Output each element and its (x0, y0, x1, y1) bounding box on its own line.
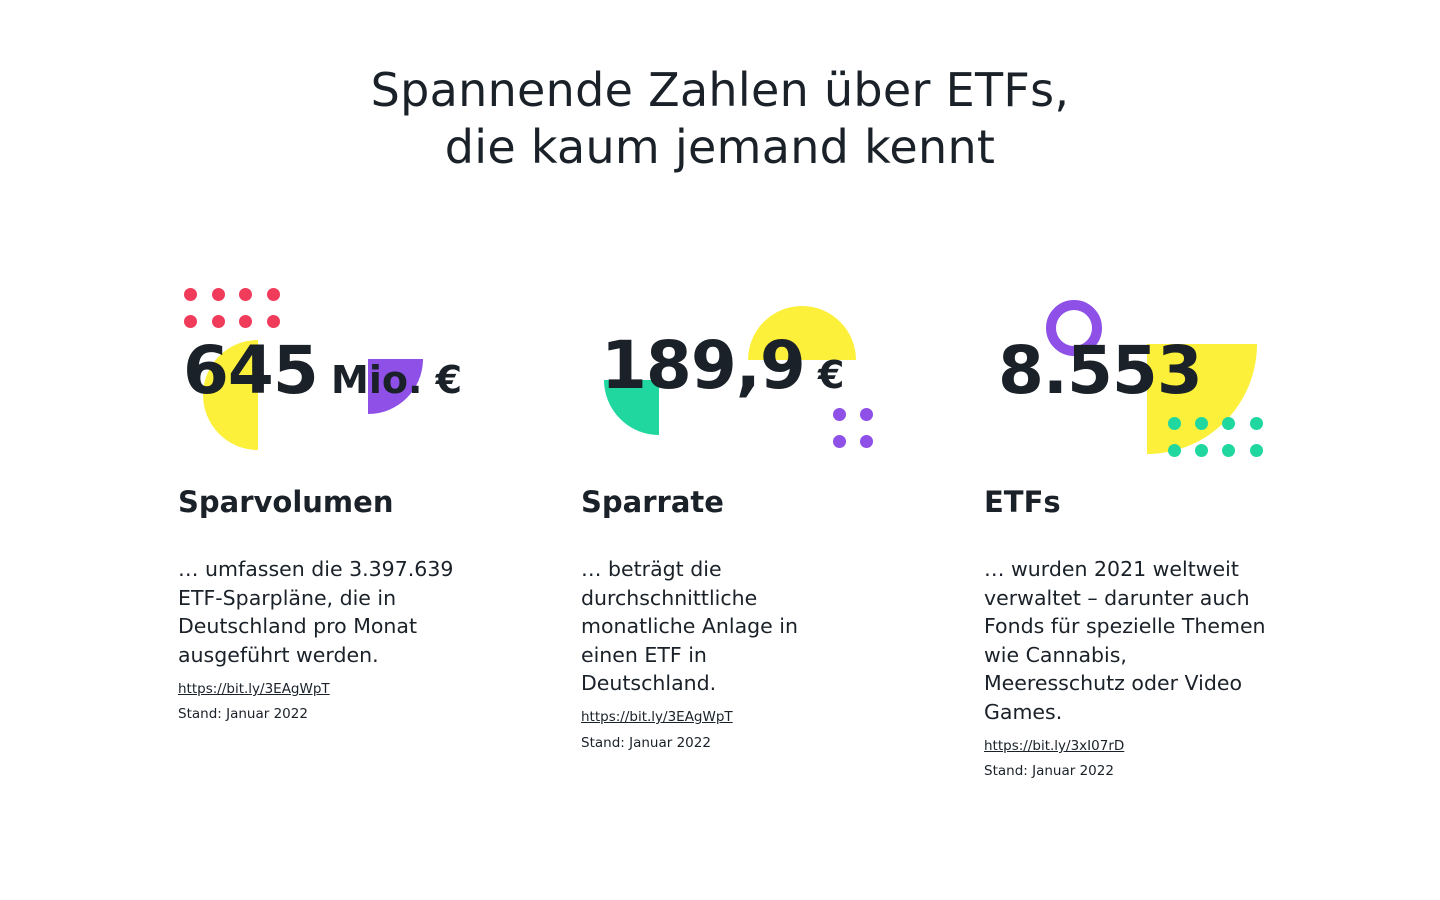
stat-label: ETFs (984, 485, 1061, 519)
stat-unit: Mio. € (317, 358, 463, 402)
stat-value: 8.553 (998, 332, 1203, 409)
stat-label: Sparvolumen (178, 485, 394, 519)
stat-number: 8.553 (998, 338, 1203, 413)
purple-ring-decoration (1046, 300, 1102, 356)
stat-description: … wurden 2021 weltweit verwaltet – darun… (984, 557, 1266, 724)
stat-value: 189,9 (601, 327, 806, 404)
source-link[interactable]: https://bit.ly/3EAgWpT (178, 681, 330, 697)
stand-date: Stand: Januar 2022 (178, 706, 308, 722)
stand-date: Stand: Januar 2022 (984, 763, 1114, 779)
stat-value: 645 (183, 332, 319, 409)
source-link[interactable]: https://bit.ly/3xI07rD (984, 738, 1125, 754)
title-line-2: die kaum jemand kennt (444, 120, 996, 174)
stat-description: … beträgt die durchschnittliche monatlic… (581, 557, 798, 696)
stat-unit: € (804, 353, 845, 397)
stat-description: … umfassen die 3.397.639 ETF-Sparpläne, … (178, 557, 454, 667)
title-line-1: Spannende Zahlen über ETFs, (370, 63, 1070, 117)
source-link[interactable]: https://bit.ly/3EAgWpT (581, 709, 733, 725)
stat-label: Sparrate (581, 485, 724, 519)
stat-number: 189,9 € (601, 333, 844, 408)
stand-date: Stand: Januar 2022 (581, 735, 711, 751)
stat-number: 645 Mio. € (183, 338, 462, 413)
page-title: Spannende Zahlen über ETFs, die kaum jem… (0, 62, 1440, 176)
